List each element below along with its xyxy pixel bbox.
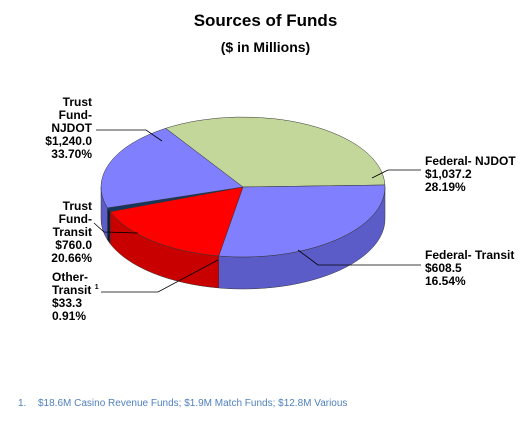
label-percent: 20.66% (51, 251, 92, 265)
pie-tops (100, 116, 386, 258)
slice-label-federal-njdot: Federal- NJDOT $1,037.2 28.19% (425, 155, 516, 194)
label-percent: 33.70% (51, 147, 92, 161)
label-value: $608.5 (425, 261, 462, 275)
label-line: Fund- (58, 212, 92, 226)
label-value: $33.3 (52, 296, 83, 310)
slice-label-other-transit: Other- Transit 1 $33.3 0.91% (52, 271, 99, 323)
leader-line (96, 129, 163, 142)
footnote-text: $18.6M Casino Revenue Funds; $1.9M Match… (38, 398, 348, 409)
label-line: Trust (62, 95, 92, 109)
pie-side-other-transit (107, 207, 111, 245)
leader-line (93, 222, 139, 234)
footnote: 1. $18.6M Casino Revenue Funds; $1.9M Mat… (18, 398, 347, 409)
slice-label-federal-transit: Federal- Transit $608.5 16.54% (425, 249, 514, 288)
slice-label-trust-fund-njdot: Trust Fund- NJDOT $1,240.0 33.70% (32, 96, 92, 161)
label-value: $1,037.2 (425, 167, 472, 181)
pie-slice-federal-njdot (218, 184, 386, 258)
chart-subtitle: ($ in Millions) (220, 39, 311, 55)
footnote-number: 1. (18, 398, 27, 409)
chart-title: Sources of Funds (193, 11, 338, 30)
leader-line (297, 249, 421, 266)
label-percent: 16.54% (425, 274, 466, 288)
label-line: Trust (62, 199, 92, 213)
label-line: Other- (52, 270, 88, 284)
leader-lines (93, 129, 421, 293)
label-percent: 28.19% (425, 180, 466, 194)
label-value: $760.0 (55, 238, 92, 252)
slice-label-trust-fund-transit: Trust Fund- Transit $760.0 20.66% (36, 200, 92, 265)
label-line: NJDOT (51, 121, 92, 135)
label-line: Transit 1 (52, 283, 99, 297)
pie-slice-federal-transit (109, 186, 244, 257)
label-percent: 0.91% (52, 309, 87, 323)
label-line: Transit (52, 225, 92, 239)
leader-line (371, 169, 421, 179)
label-line: Fund- (58, 108, 92, 122)
label-line: Federal- NJDOT (425, 154, 516, 168)
pie-slice-trust-fund-njdot (165, 116, 386, 188)
leader-line (101, 259, 219, 293)
footnote-marker: 1 (94, 284, 99, 291)
label-line: Federal- Transit (425, 248, 515, 262)
label-value: $1,240.0 (45, 134, 92, 148)
